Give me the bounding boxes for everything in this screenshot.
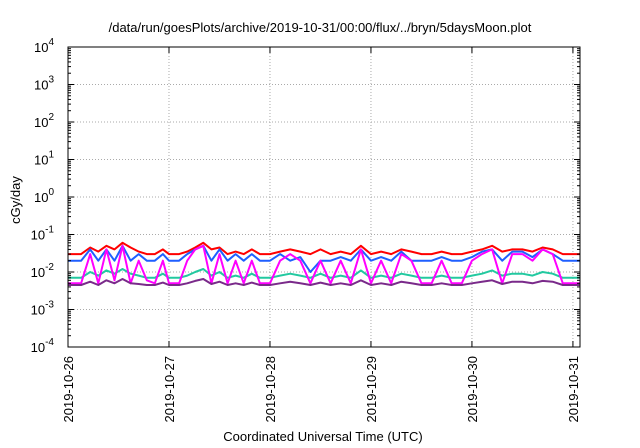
series-line-5: [68, 278, 580, 286]
y-tick-label: 10-4: [31, 337, 55, 355]
grid: [68, 47, 580, 347]
x-tick-label: 2019-10-28: [263, 356, 278, 423]
x-tick-label: 2019-10-30: [465, 356, 480, 423]
ticks: 10-4 10-3 10-2 10-1 100 101 102 103 104 2019-10-2…: [31, 37, 581, 423]
y-tick-label: 10-1: [31, 225, 55, 243]
y-tick-label: 10-2: [31, 262, 55, 280]
y-tick-label: 102: [34, 112, 54, 130]
series-group: [68, 241, 580, 286]
x-tick-label: 2019-10-31: [566, 356, 581, 423]
series-line-4: [68, 244, 580, 285]
chart-title: /data/run/goesPlots/archive/2019-10-31/0…: [108, 20, 532, 35]
y-tick-label: 10-3: [31, 300, 55, 318]
series-line-1: [68, 241, 580, 256]
y-tick-label: 100: [34, 187, 54, 205]
y-axis-title: cGy/day: [8, 176, 23, 224]
x-tick-label: 2019-10-29: [364, 356, 379, 423]
x-tick-label: 2019-10-26: [61, 356, 76, 423]
y-tick-label: 101: [34, 150, 54, 168]
x-tick-label: 2019-10-27: [162, 356, 177, 423]
series-line-3: [68, 268, 580, 279]
y-tick-label: 104: [34, 37, 54, 55]
y-tick-label: 103: [34, 75, 54, 93]
x-axis-title: Coordinated Universal Time (UTC): [223, 429, 422, 444]
